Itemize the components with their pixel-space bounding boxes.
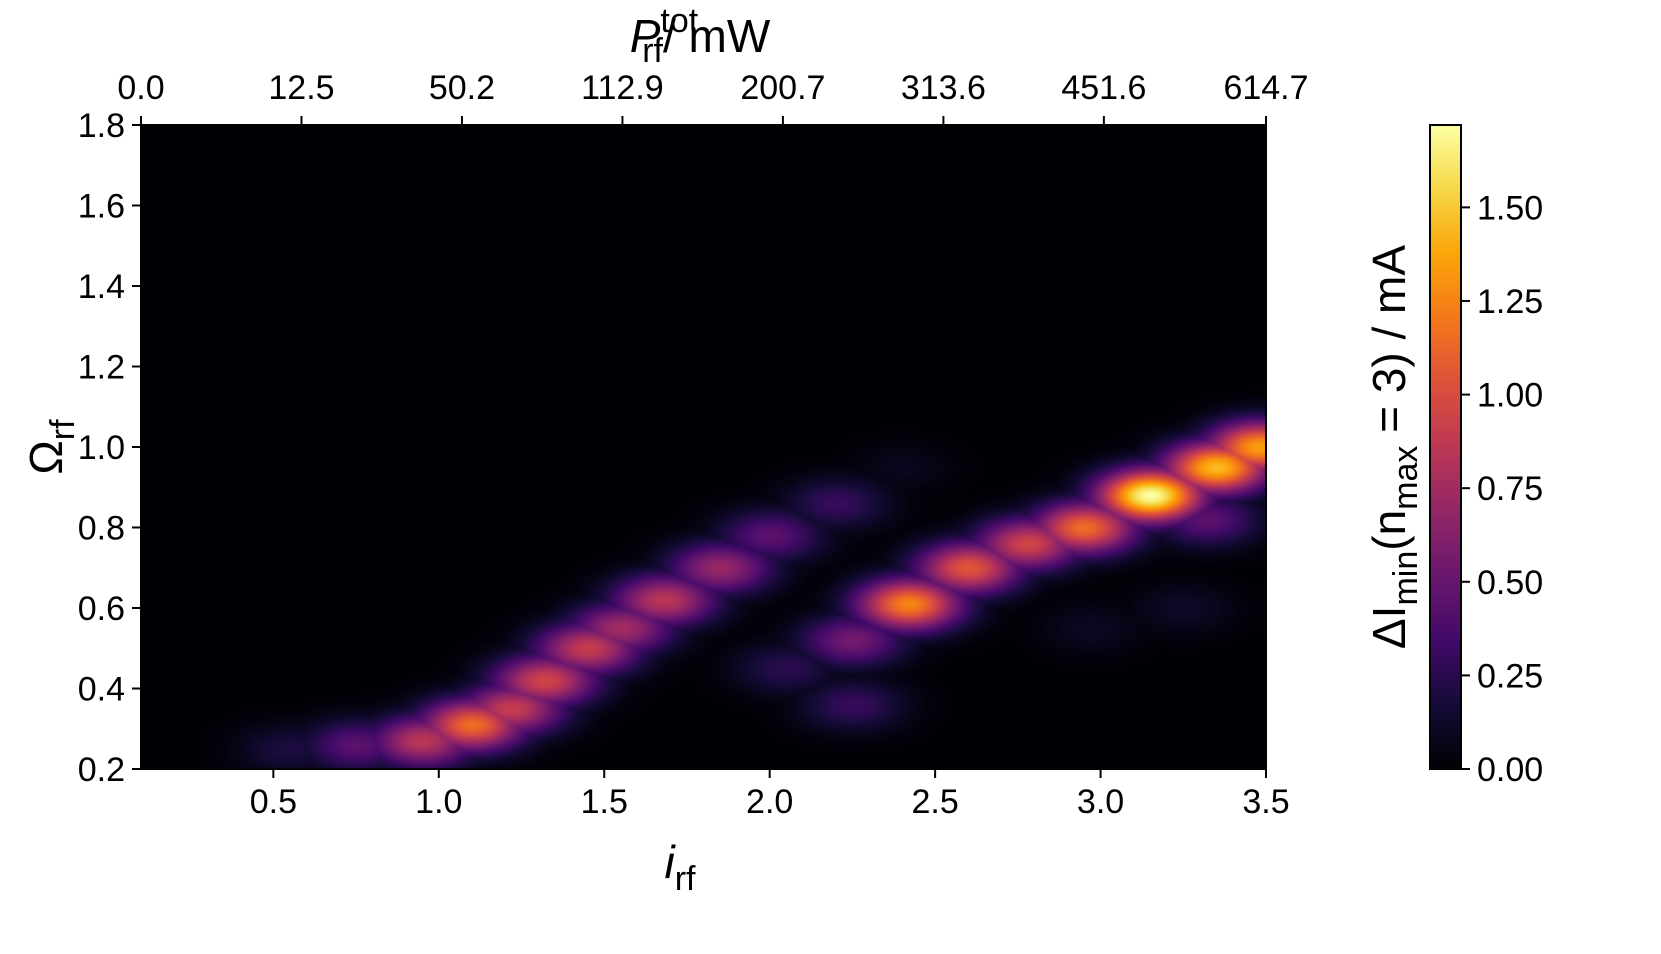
- left-axis: 0.2 0.4 0.6 0.8 1.0 1.2 1.4 1.6 1.8: [78, 107, 141, 789]
- y-tick-label: 0.2: [78, 751, 125, 789]
- top-tick-label: 0.0: [117, 69, 164, 107]
- heatmap-image: [141, 125, 1266, 769]
- colorbar-axis: 0.00 0.25 0.50 0.75 1.00 1.25 1.50: [1461, 189, 1543, 789]
- bottom-axis: 0.5 1.0 1.5 2.0 2.5 3.0 3.5: [250, 769, 1290, 821]
- colorbar-tick-label: 1.25: [1477, 283, 1543, 321]
- x-axis-label: irf: [664, 836, 696, 898]
- top-tick-label: 451.6: [1061, 69, 1146, 107]
- colorbar-tick-label: 0.00: [1477, 751, 1543, 789]
- top-axis-label: Ptot rf/ mW: [630, 2, 771, 70]
- x-tick-label: 2.5: [911, 783, 958, 821]
- y-tick-label: 1.2: [78, 349, 125, 387]
- x-tick-label: 0.5: [250, 783, 297, 821]
- colorbar-tick-label: 1.00: [1477, 377, 1543, 415]
- x-tick-label: 3.5: [1242, 783, 1289, 821]
- top-tick-label: 112.9: [581, 69, 664, 107]
- x-tick-label: 1.0: [415, 783, 462, 821]
- colorbar-tick-label: 0.25: [1477, 657, 1543, 695]
- top-tick-label: 313.6: [901, 69, 986, 107]
- top-tick-label: 614.7: [1223, 69, 1308, 107]
- top-tick-label: 50.2: [429, 69, 495, 107]
- x-tick-label: 2.0: [746, 783, 793, 821]
- colorbar-tick-label: 0.50: [1477, 564, 1543, 602]
- top-tick-label: 12.5: [268, 69, 334, 107]
- top-tick-label: 200.7: [740, 69, 825, 107]
- y-tick-label: 0.4: [78, 671, 125, 709]
- y-tick-label: 0.8: [78, 510, 125, 548]
- colorbar-tick-label: 0.75: [1477, 470, 1543, 508]
- x-tick-label: 1.5: [581, 783, 628, 821]
- top-axis: 0.0 12.5 50.2 112.9 200.7 313.6 451.6 614.7: [117, 69, 1309, 125]
- y-axis-label: Ωrf: [20, 419, 82, 475]
- y-tick-label: 1.6: [78, 188, 125, 226]
- colorbar-label: ΔImin(nmax = 3) / mA: [1363, 245, 1425, 649]
- colorbar: [1429, 124, 1462, 770]
- y-tick-label: 1.0: [78, 429, 125, 467]
- y-tick-label: 0.6: [78, 590, 125, 628]
- y-tick-label: 1.8: [78, 107, 125, 145]
- y-tick-label: 1.4: [78, 268, 125, 306]
- colorbar-tick-label: 1.50: [1477, 189, 1543, 227]
- x-tick-label: 3.0: [1077, 783, 1124, 821]
